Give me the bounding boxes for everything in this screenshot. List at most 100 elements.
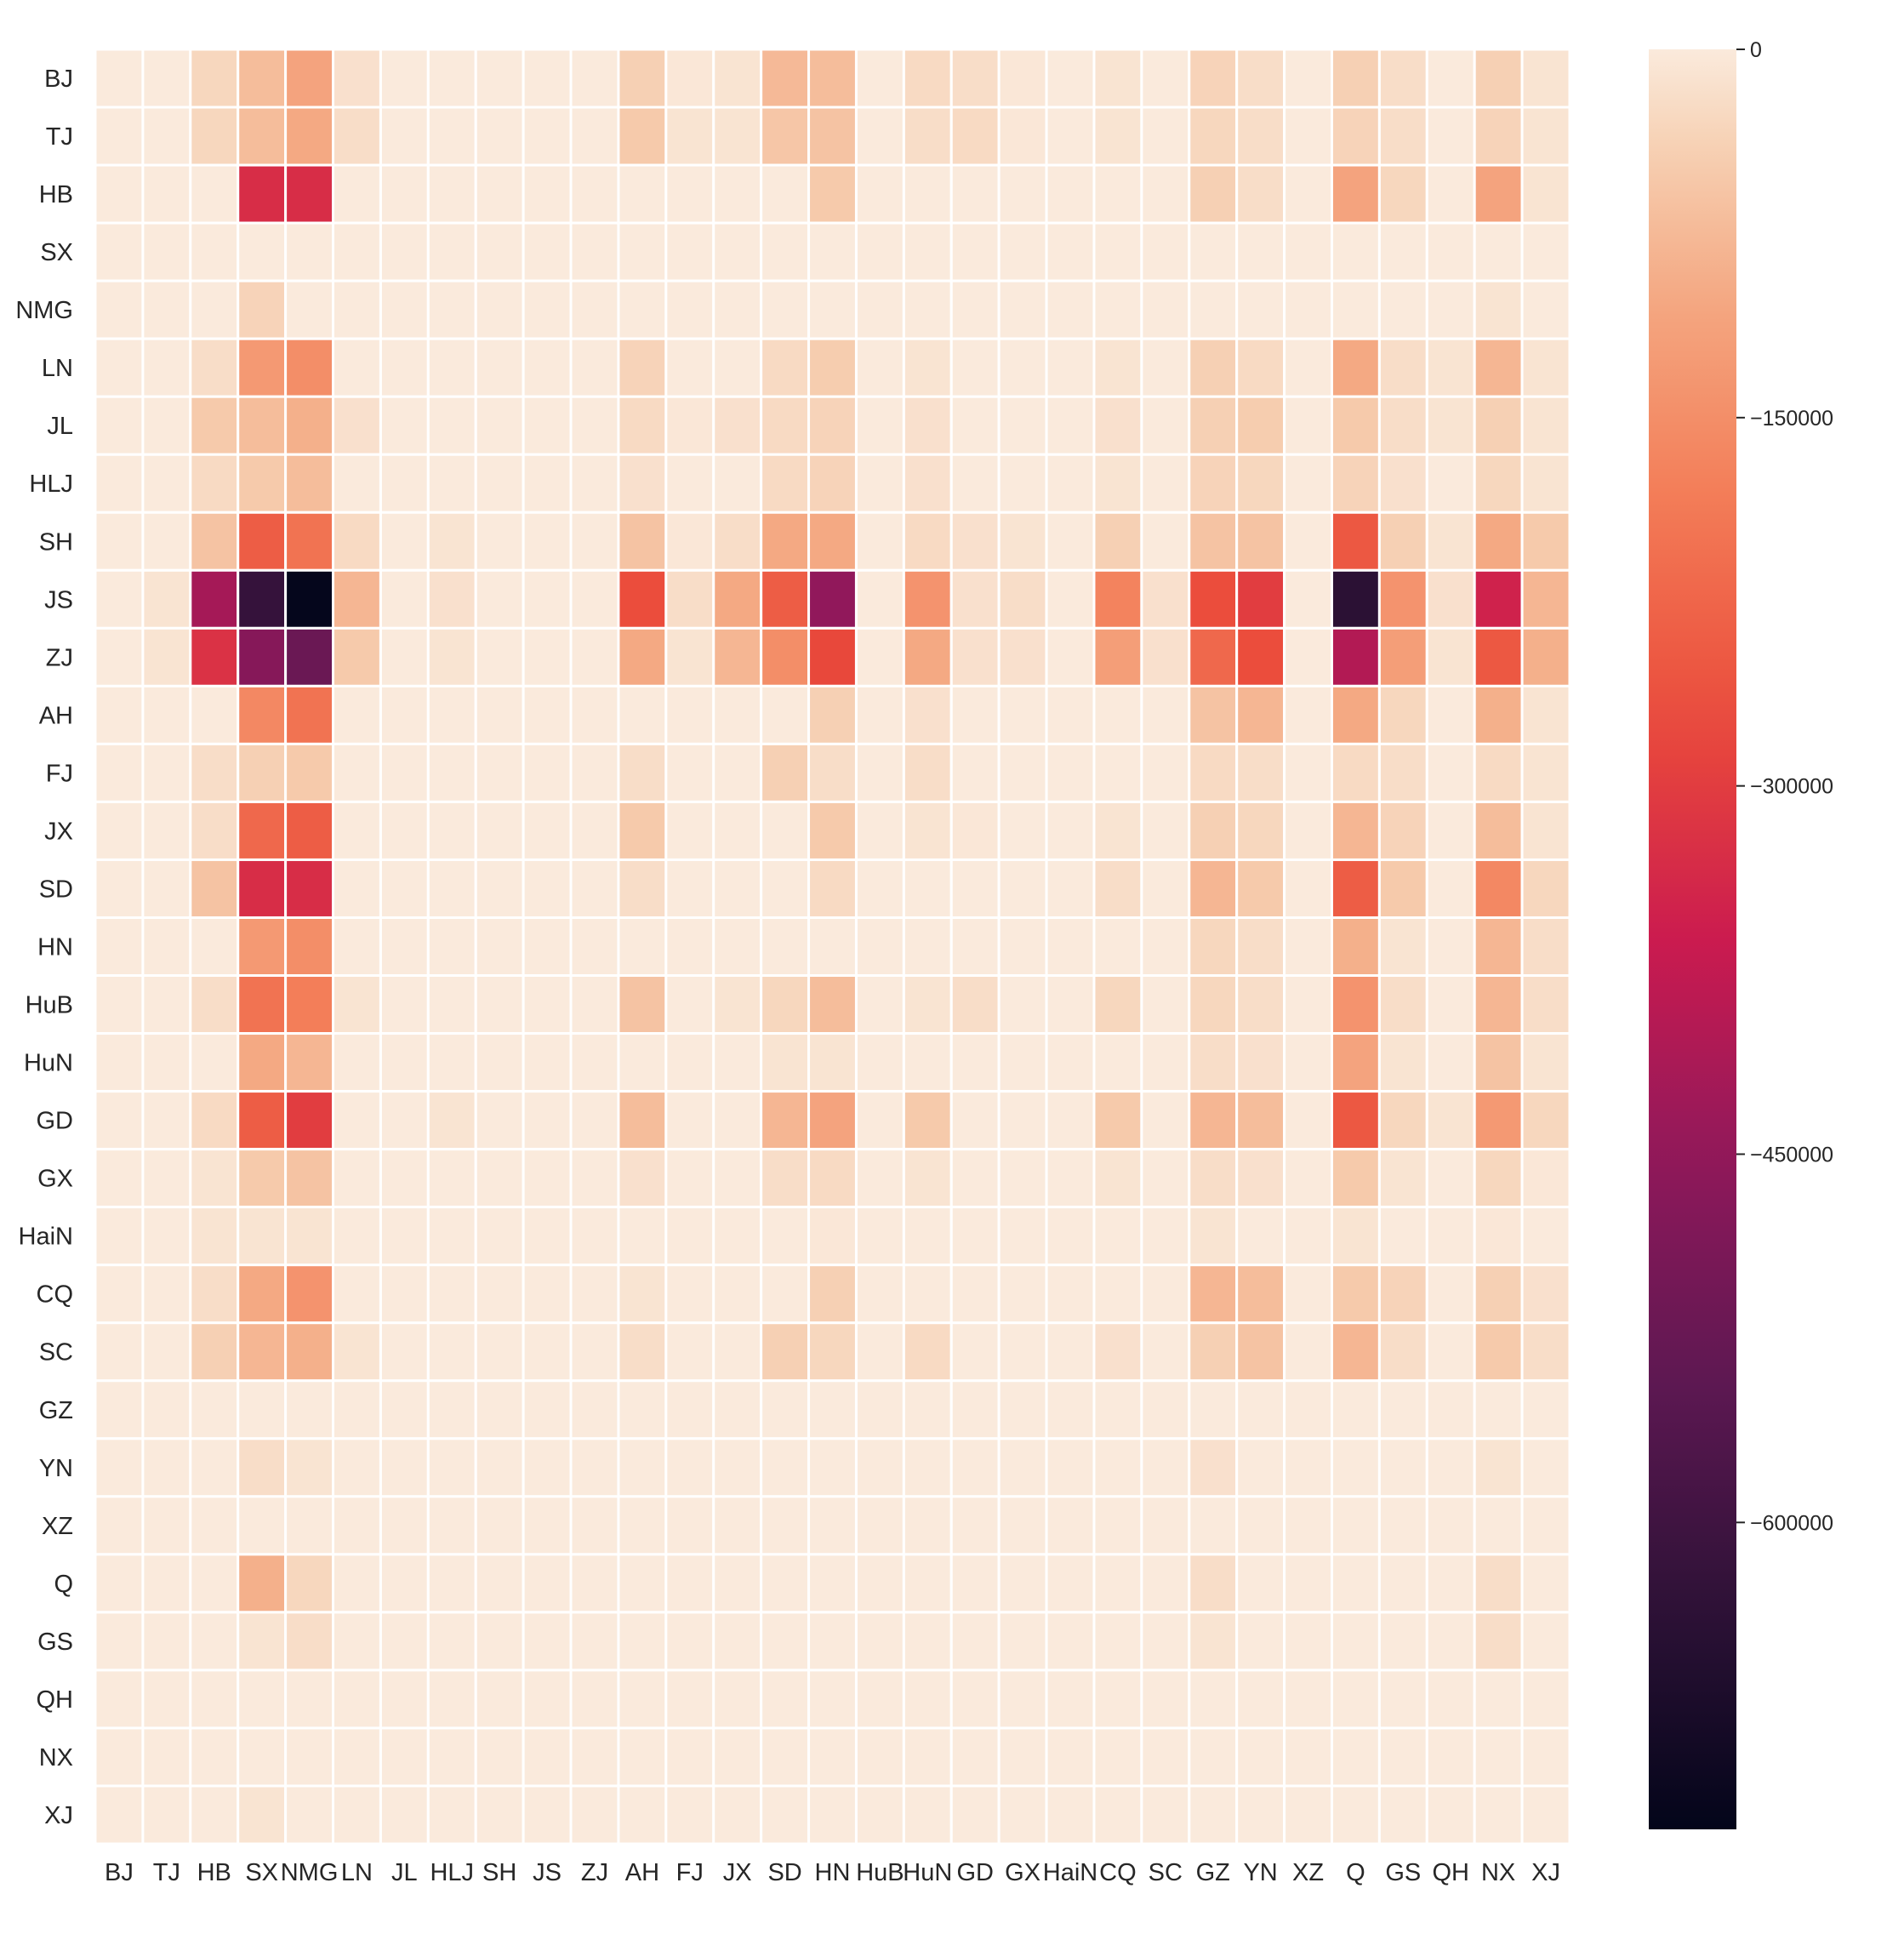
heatmap-cell-SC-SD (760, 1321, 811, 1383)
heatmap-cell-GX-HLJ (426, 1148, 477, 1209)
heatmap-cell-JL-TJ (141, 395, 192, 456)
column-label-ZJ: ZJ (581, 1859, 608, 1886)
heatmap-cell-SC-YN (1235, 1321, 1286, 1383)
heatmap-cell-TJ-BJ (94, 106, 145, 167)
heatmap-cell-SX-JX (712, 221, 763, 282)
heatmap-cell-HB-HaiN (1045, 163, 1096, 225)
heatmap-cell-GS-NX (1473, 1611, 1524, 1672)
heatmap-cell-XZ-HLJ (426, 1495, 477, 1556)
heatmap-cell-ZJ-GZ (1188, 626, 1239, 687)
heatmap-cell-GX-JL (379, 1148, 430, 1209)
heatmap-cell-AH-NX (1473, 684, 1524, 745)
heatmap-cell-Q-GX (997, 1553, 1048, 1614)
heatmap-cell-AH-JL (379, 684, 430, 745)
heatmap-cell-XZ-QH (1425, 1495, 1476, 1556)
heatmap-cell-JL-QH (1425, 395, 1476, 456)
heatmap-cell-Q-JS (522, 1553, 573, 1614)
heatmap-cell-XJ-JX (712, 1784, 763, 1846)
row-label-HaiN: HaiN (19, 1224, 73, 1251)
heatmap-cell-HLJ-NMG (284, 453, 335, 514)
heatmap-cell-ZJ-HLJ (426, 626, 477, 687)
heatmap-cell-FJ-HLJ (426, 742, 477, 803)
heatmap-cell-JX-BJ (94, 800, 145, 861)
heatmap-cell-FJ-HuB (854, 742, 905, 803)
heatmap-cell-HN-JL (379, 916, 430, 978)
heatmap-cell-NMG-Q (1330, 279, 1381, 340)
heatmap-cell-HB-SX (237, 163, 288, 225)
heatmap-cell-NMG-JS (522, 279, 573, 340)
heatmap-cell-TJ-XJ (1520, 106, 1571, 167)
heatmap-cell-HB-BJ (94, 163, 145, 225)
heatmap-cell-ZJ-NX (1473, 626, 1524, 687)
heatmap-cell-Q-QH (1425, 1553, 1476, 1614)
heatmap-cell-SD-NMG (284, 858, 335, 919)
heatmap-cell-AH-HuN (902, 684, 953, 745)
heatmap-cell-JL-HuB (854, 395, 905, 456)
heatmap-cell-GD-AH (617, 1090, 668, 1151)
heatmap-cell-YN-GZ (1188, 1437, 1239, 1498)
heatmap-cell-LN-GZ (1188, 337, 1239, 398)
heatmap-cell-BJ-BJ (94, 48, 145, 109)
heatmap-cell-YN-SC (1140, 1437, 1191, 1498)
heatmap-cell-GX-Q (1330, 1148, 1381, 1209)
heatmap-cell-Q-SC (1140, 1553, 1191, 1614)
heatmap-cell-GX-SX (237, 1148, 288, 1209)
heatmap-cell-XJ-XJ (1520, 1784, 1571, 1846)
heatmap-cell-SH-SD (760, 511, 811, 572)
heatmap-cell-NMG-TJ (141, 279, 192, 340)
heatmap-cell-SX-CQ (1092, 221, 1143, 282)
heatmap-cell-FJ-CQ (1092, 742, 1143, 803)
heatmap-cell-HaiN-SX (237, 1206, 288, 1267)
heatmap-cell-HuB-HaiN (1045, 974, 1096, 1035)
heatmap-cell-HLJ-GD (949, 453, 1000, 514)
heatmap-cell-HLJ-YN (1235, 453, 1286, 514)
heatmap-cell-ZJ-SH (474, 626, 525, 687)
heatmap-cell-XJ-FJ (664, 1784, 715, 1846)
heatmap-cell-NX-TJ (141, 1726, 192, 1788)
heatmap-cell-YN-HN (807, 1437, 858, 1498)
heatmap-cell-HB-GZ (1188, 163, 1239, 225)
heatmap-cell-AH-GS (1377, 684, 1428, 745)
heatmap-cell-XJ-JS (522, 1784, 573, 1846)
heatmap-cell-LN-HLJ (426, 337, 477, 398)
heatmap-cell-TJ-LN (332, 106, 382, 167)
heatmap-cell-AH-SH (474, 684, 525, 745)
heatmap-cell-XZ-XZ (1283, 1495, 1333, 1556)
heatmap-cell-GZ-SC (1140, 1379, 1191, 1441)
heatmap-cell-NX-QH (1425, 1726, 1476, 1788)
heatmap-cell-AH-JS (522, 684, 573, 745)
heatmap-cell-HuN-YN (1235, 1032, 1286, 1093)
heatmap-cell-FJ-TJ (141, 742, 192, 803)
heatmap-cell-HB-XZ (1283, 163, 1333, 225)
heatmap-cell-TJ-JL (379, 106, 430, 167)
heatmap-cell-GZ-GZ (1188, 1379, 1239, 1441)
heatmap-cell-QH-GD (949, 1669, 1000, 1730)
heatmap-cell-HuN-HuB (854, 1032, 905, 1093)
heatmap-cell-JS-SH (474, 568, 525, 630)
heatmap-cell-LN-XZ (1283, 337, 1333, 398)
heatmap-cell-BJ-Q (1330, 48, 1381, 109)
heatmap-cell-NX-BJ (94, 1726, 145, 1788)
column-label-NMG: NMG (281, 1859, 339, 1886)
heatmap-cell-SH-GX (997, 511, 1048, 572)
heatmap-cell-SC-GX (997, 1321, 1048, 1383)
heatmap-cell-JX-SH (474, 800, 525, 861)
heatmap-cell-QH-BJ (94, 1669, 145, 1730)
heatmap-cell-JL-AH (617, 395, 668, 456)
heatmap-cell-JS-AH (617, 568, 668, 630)
heatmap-cell-JL-SX (237, 395, 288, 456)
heatmap-cell-QH-JX (712, 1669, 763, 1730)
heatmap-cell-HN-NX (1473, 916, 1524, 978)
heatmap-cell-GS-AH (617, 1611, 668, 1672)
heatmap-cell-NX-HaiN (1045, 1726, 1096, 1788)
heatmap-cell-XJ-HLJ (426, 1784, 477, 1846)
heatmap-cell-CQ-LN (332, 1264, 382, 1325)
heatmap-cell-GD-GS (1377, 1090, 1428, 1151)
heatmap-cell-HuB-GD (949, 974, 1000, 1035)
heatmap-cell-Q-BJ (94, 1553, 145, 1614)
heatmap-cell-HuN-Q (1330, 1032, 1381, 1093)
heatmap-cell-NMG-AH (617, 279, 668, 340)
heatmap-cell-NX-NMG (284, 1726, 335, 1788)
heatmap-cell-AH-HLJ (426, 684, 477, 745)
heatmap-cell-HuN-CQ (1092, 1032, 1143, 1093)
